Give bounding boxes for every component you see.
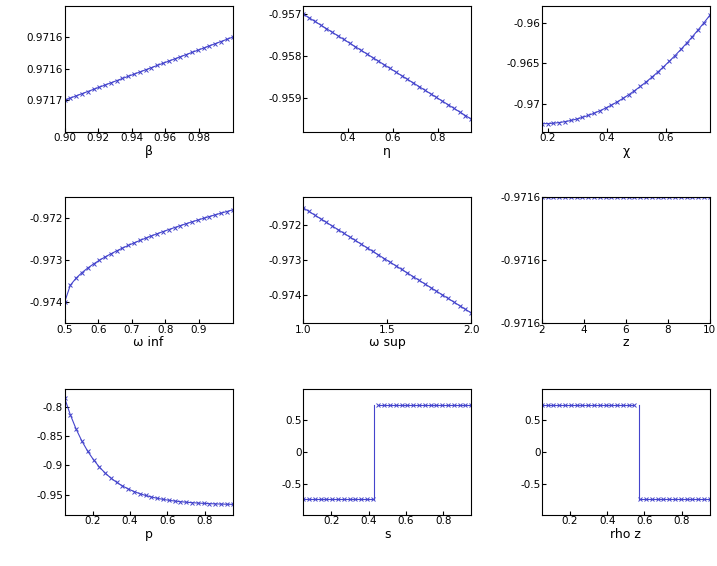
X-axis label: β: β [145, 144, 153, 157]
X-axis label: ω inf: ω inf [133, 336, 163, 349]
X-axis label: s: s [384, 528, 391, 541]
X-axis label: rho z: rho z [610, 528, 641, 541]
X-axis label: η: η [384, 144, 391, 157]
X-axis label: ω sup: ω sup [369, 336, 406, 349]
X-axis label: χ: χ [622, 144, 630, 157]
X-axis label: z: z [622, 336, 629, 349]
X-axis label: p: p [145, 528, 153, 541]
